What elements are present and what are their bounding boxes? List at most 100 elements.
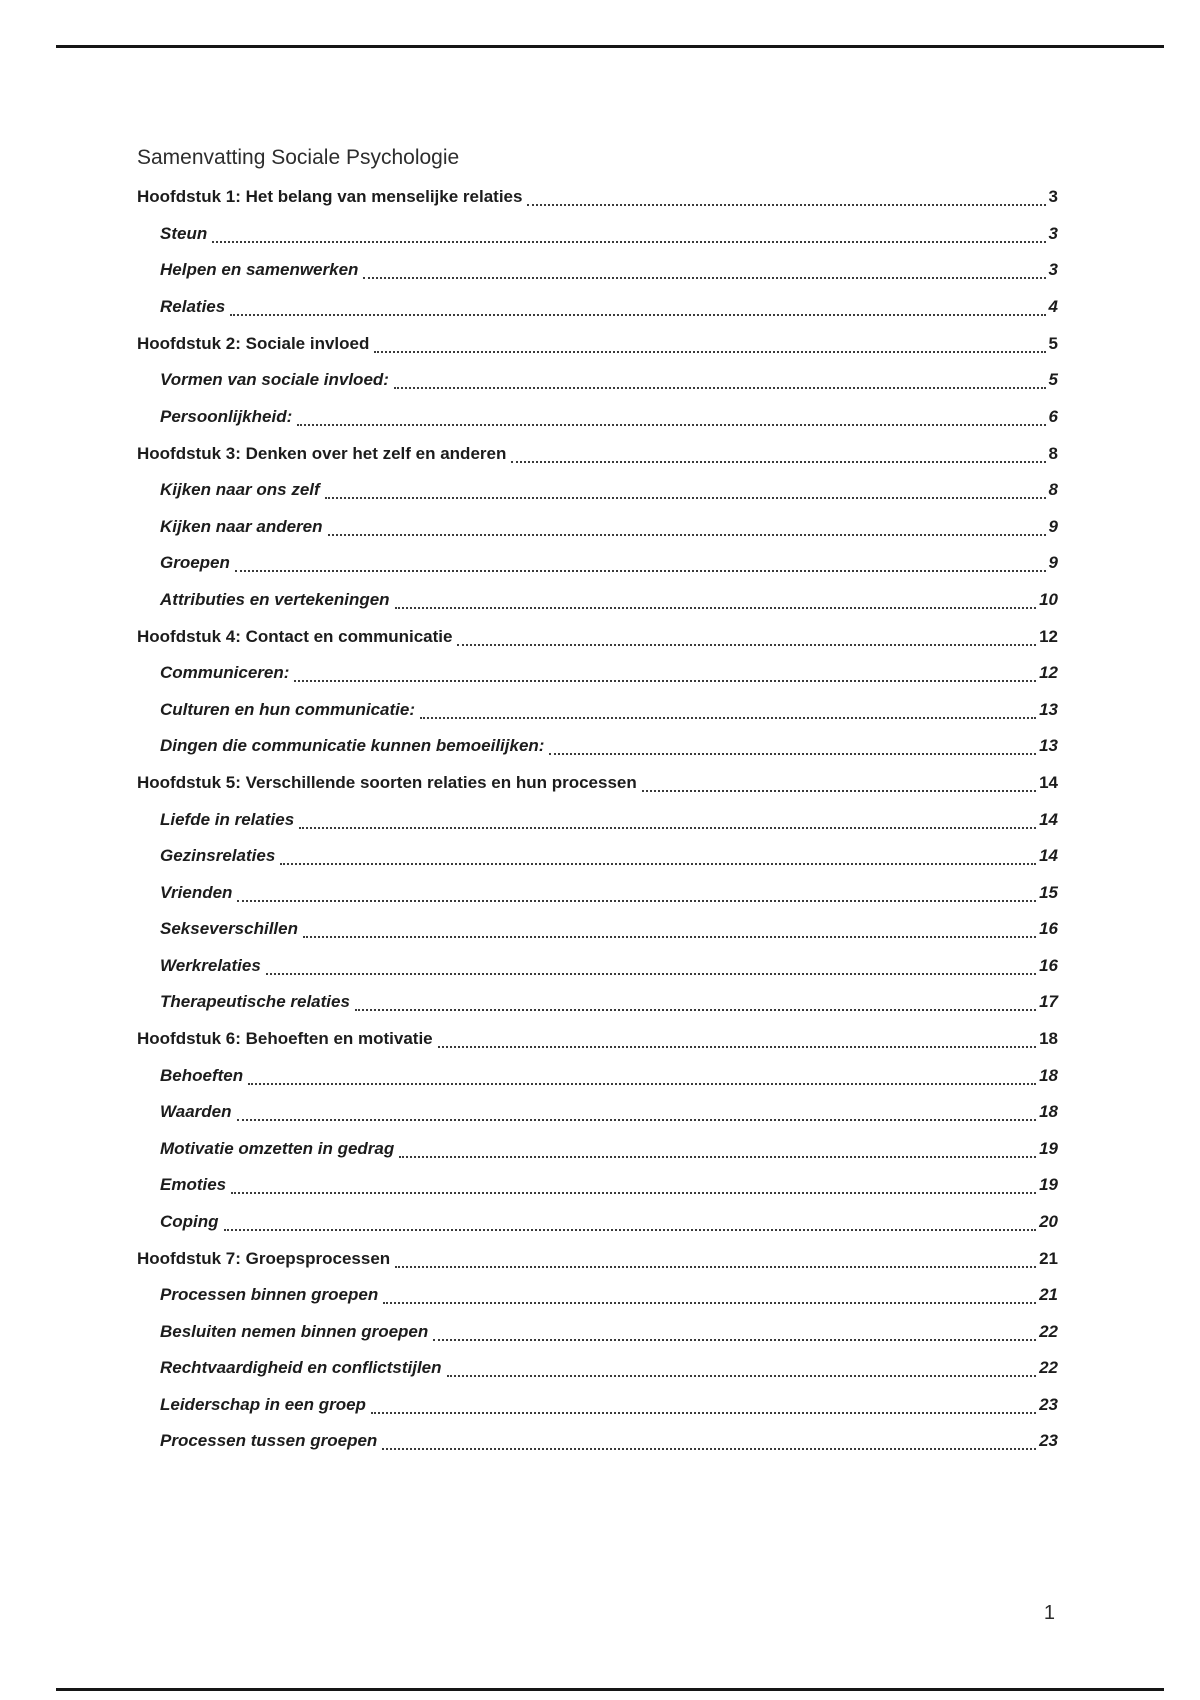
toc-section-row-page-number: 14 <box>1039 809 1058 829</box>
toc-section-row: Emoties 19 <box>160 1173 1058 1197</box>
top-horizontal-rule <box>56 45 1164 48</box>
toc-section-row: Rechtvaardigheid en conflictstijlen 22 <box>160 1356 1058 1380</box>
toc-chapter-row-page-number: 3 <box>1048 187 1058 206</box>
toc-section-row-page-number: 9 <box>1048 553 1058 572</box>
leader-dots <box>230 295 1046 316</box>
toc-section-row-label: Relaties <box>160 296 226 316</box>
leader-dots <box>393 368 1046 389</box>
toc-section-row-page-number: 18 <box>1039 1102 1058 1121</box>
toc-section-row-label: Sekseverschillen <box>160 919 298 938</box>
toc-section-row-page-number: 13 <box>1039 699 1058 719</box>
toc-chapter-row-label: Hoofdstuk 2: Sociale invloed <box>137 333 370 353</box>
toc-section-row: Dingen die communicatie kunnen bemoeilij… <box>160 734 1058 758</box>
toc-chapter-row-label: Hoofdstuk 7: Groepsprocessen <box>137 1248 391 1268</box>
leader-dots <box>265 954 1037 975</box>
leader-dots <box>383 1283 1037 1304</box>
toc-section-row: Motivatie omzetten in gedrag 19 <box>160 1137 1058 1161</box>
toc-chapter-row-page-number: 21 <box>1039 1248 1058 1268</box>
toc-section-row-page-number: 19 <box>1039 1175 1058 1194</box>
toc-section-row-label: Kijken naar anderen <box>160 516 323 536</box>
toc-chapter-row-label: Hoofdstuk 6: Behoeften en motivatie <box>137 1029 433 1048</box>
toc-section-row-page-number: 23 <box>1039 1431 1058 1450</box>
leader-dots <box>446 1356 1037 1377</box>
toc-section-row-label: Attributies en vertekeningen <box>160 589 390 609</box>
leader-dots <box>302 917 1037 938</box>
leader-dots <box>327 515 1046 536</box>
leader-dots <box>237 881 1037 902</box>
leader-dots <box>382 1429 1037 1450</box>
toc-section-row-page-number: 10 <box>1039 589 1058 609</box>
toc-section-row-page-number: 21 <box>1039 1285 1058 1304</box>
toc-chapter-row-page-number: 8 <box>1048 443 1058 463</box>
toc-section-row-page-number: 3 <box>1048 260 1058 279</box>
toc-section-row: Communiceren: 12 <box>160 661 1058 685</box>
toc-section-row-label: Motivatie omzetten in gedrag <box>160 1138 395 1158</box>
toc-section-row-label: Processen binnen groepen <box>160 1285 379 1304</box>
toc: Hoofdstuk 1: Het belang van menselijke r… <box>137 185 1058 1453</box>
leader-dots <box>511 442 1046 463</box>
toc-section-row: Vormen van sociale invloed: 5 <box>160 368 1058 392</box>
toc-chapter-row: Hoofdstuk 6: Behoeften en motivatie 18 <box>137 1027 1058 1051</box>
toc-chapter-row-label: Hoofdstuk 1: Het belang van menselijke r… <box>137 187 523 206</box>
toc-section-row-page-number: 18 <box>1039 1065 1058 1085</box>
toc-section-row-page-number: 5 <box>1048 370 1058 389</box>
toc-section-row: Attributies en vertekeningen 10 <box>160 588 1058 612</box>
leader-dots <box>234 551 1046 572</box>
leader-dots <box>394 588 1037 609</box>
bottom-horizontal-rule <box>56 1688 1164 1691</box>
toc-section-row: Helpen en samenwerken 3 <box>160 258 1058 282</box>
toc-section-row-page-number: 16 <box>1039 955 1058 975</box>
leader-dots <box>437 1027 1037 1048</box>
leader-dots <box>370 1393 1037 1414</box>
toc-section-row: Relaties 4 <box>160 295 1058 319</box>
toc-section-row: Liefde in relaties 14 <box>160 808 1058 832</box>
toc-chapter-row: Hoofdstuk 2: Sociale invloed 5 <box>137 332 1058 356</box>
toc-section-row-label: Behoeften <box>160 1065 244 1085</box>
toc-section-row-page-number: 16 <box>1039 919 1058 938</box>
toc-section-row-label: Waarden <box>160 1102 232 1121</box>
leader-dots <box>294 661 1037 682</box>
toc-section-row-label: Werkrelaties <box>160 955 261 975</box>
toc-section-row-page-number: 13 <box>1039 736 1058 755</box>
toc-section-row: Persoonlijkheid: 6 <box>160 405 1058 429</box>
toc-section-row-page-number: 15 <box>1039 882 1058 902</box>
leader-dots <box>399 1137 1037 1158</box>
toc-section-row: Kijken naar ons zelf 8 <box>160 478 1058 502</box>
toc-section-row-page-number: 19 <box>1039 1138 1058 1158</box>
toc-section-row: Vrienden 15 <box>160 881 1058 905</box>
toc-chapter-row-page-number: 5 <box>1048 333 1058 353</box>
toc-chapter-row-page-number: 18 <box>1039 1029 1058 1048</box>
toc-section-row-label: Dingen die communicatie kunnen bemoeilij… <box>160 736 545 755</box>
toc-section-row: Steun 3 <box>160 222 1058 246</box>
toc-section-row: Processen binnen groepen 21 <box>160 1283 1058 1307</box>
toc-section-row-page-number: 20 <box>1039 1211 1058 1231</box>
toc-section-row-label: Therapeutische relaties <box>160 992 350 1011</box>
toc-section-row: Processen tussen groepen 23 <box>160 1429 1058 1453</box>
toc-section-row-label: Besluiten nemen binnen groepen <box>160 1321 429 1341</box>
toc-section-row-page-number: 8 <box>1048 480 1058 499</box>
leader-dots <box>297 405 1046 426</box>
leader-dots <box>248 1064 1037 1085</box>
toc-section-row-page-number: 14 <box>1039 846 1058 865</box>
toc-section-row: Besluiten nemen binnen groepen 22 <box>160 1320 1058 1344</box>
toc-section-row-label: Leiderschap in een groep <box>160 1394 366 1414</box>
toc-section-row-page-number: 4 <box>1048 296 1058 316</box>
toc-section-row: Culturen en hun communicatie: 13 <box>160 698 1058 722</box>
leader-dots <box>457 625 1037 646</box>
toc-section-row: Werkrelaties 16 <box>160 954 1058 978</box>
toc-section-row-label: Culturen en hun communicatie: <box>160 699 416 719</box>
toc-section-row-label: Gezinsrelaties <box>160 846 276 865</box>
leader-dots <box>374 332 1046 353</box>
leader-dots <box>223 1210 1037 1231</box>
toc-section-row: Sekseverschillen 16 <box>160 917 1058 941</box>
toc-section-row-page-number: 22 <box>1039 1358 1058 1377</box>
toc-section-row-page-number: 23 <box>1039 1394 1058 1414</box>
toc-section-row-label: Helpen en samenwerken <box>160 260 359 279</box>
toc-section-row: Coping 20 <box>160 1210 1058 1234</box>
leader-dots <box>363 258 1046 279</box>
toc-section-row-label: Communiceren: <box>160 663 290 682</box>
toc-section-row-label: Emoties <box>160 1175 227 1194</box>
document-content: Samenvatting Sociale Psychologie Hoofdst… <box>137 145 1058 1466</box>
toc-section-row-label: Processen tussen groepen <box>160 1431 378 1450</box>
